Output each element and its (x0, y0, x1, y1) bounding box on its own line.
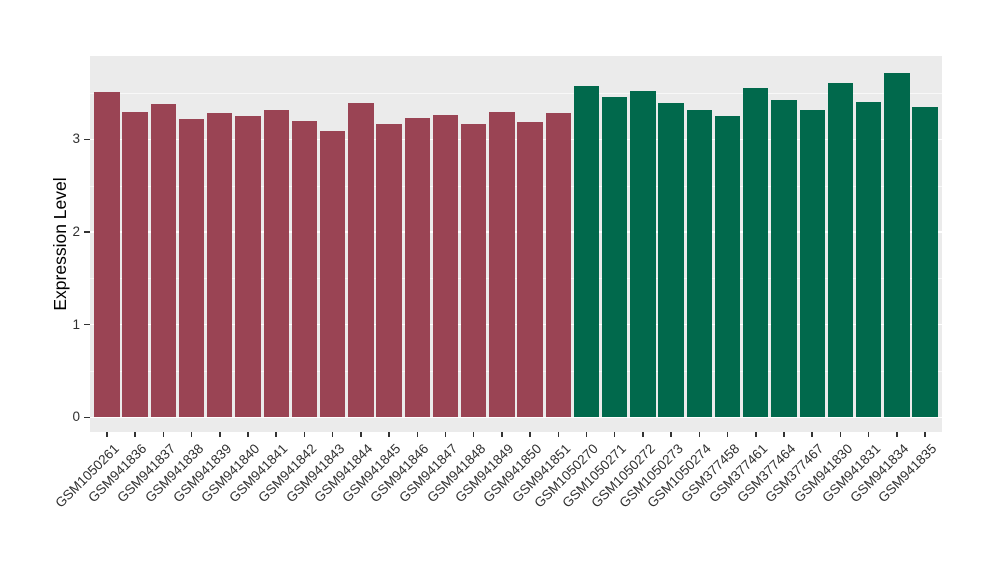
y-tick-label: 3 (72, 131, 80, 147)
x-tick-mark (444, 432, 447, 437)
bar (348, 103, 374, 418)
x-tick-mark (642, 432, 644, 437)
bar (686, 109, 713, 418)
y-tick-label: 0 (72, 409, 80, 425)
bar (573, 86, 600, 418)
y-tick-mark (84, 416, 90, 419)
x-tick-mark (388, 432, 390, 437)
x-tick-mark (529, 432, 531, 437)
x-tick-mark (726, 432, 729, 437)
x-tick-mark (811, 432, 813, 437)
bar (150, 104, 177, 418)
gridline-minor (90, 92, 942, 94)
bar (432, 115, 459, 418)
x-tick-mark (134, 432, 136, 437)
bar (235, 116, 261, 418)
bar (122, 112, 148, 418)
gridline-minor (90, 278, 942, 280)
y-tick-label: 1 (72, 316, 80, 332)
x-tick-mark (896, 432, 898, 437)
bar (489, 112, 515, 418)
x-tick-mark (162, 432, 165, 437)
x-tick-mark (670, 432, 672, 437)
x-tick-mark (303, 432, 306, 437)
y-tick-label: 2 (72, 224, 80, 239)
plot-panel (90, 56, 942, 432)
x-tick-mark (839, 432, 842, 437)
bar (460, 124, 487, 418)
x-tick-mark (613, 432, 616, 437)
bar (743, 88, 769, 418)
y-tick-mark (84, 138, 90, 141)
bar (545, 113, 571, 418)
x-tick-mark (472, 432, 475, 437)
gridline-major (90, 324, 942, 326)
bar (94, 92, 120, 418)
bar (376, 124, 402, 418)
x-tick-mark (416, 432, 418, 437)
bar (602, 96, 628, 418)
bar (714, 116, 741, 418)
x-tick-mark (501, 432, 503, 437)
x-tick-mark (867, 432, 870, 437)
bar (517, 121, 543, 418)
y-axis-title: Expression Level (50, 177, 70, 311)
x-tick-mark (106, 432, 108, 437)
x-tick-mark (557, 432, 560, 437)
bar (404, 117, 430, 418)
bar (263, 109, 289, 418)
bar (319, 130, 346, 418)
gridline-minor (90, 371, 942, 372)
x-tick-mark (275, 432, 277, 437)
gridline-major (90, 416, 942, 419)
bar (771, 100, 797, 418)
x-tick-mark (755, 432, 757, 437)
bar (884, 73, 910, 418)
x-tick-mark (331, 432, 334, 437)
gridline-major (90, 231, 942, 233)
bar (912, 106, 938, 418)
bar (855, 102, 882, 418)
x-tick-mark (247, 432, 249, 437)
bar (207, 113, 233, 418)
x-tick-mark (190, 432, 193, 437)
x-tick-mark (924, 432, 926, 437)
bar (658, 103, 684, 418)
bar (827, 82, 854, 418)
x-tick-mark (783, 432, 785, 437)
bar (799, 109, 825, 418)
bar (630, 91, 656, 418)
x-tick-mark (219, 432, 221, 437)
x-tick-mark (585, 432, 588, 437)
gridline-minor (90, 185, 942, 187)
y-tick-mark (84, 323, 90, 326)
gridline-major (90, 138, 942, 140)
bar (178, 118, 205, 418)
y-tick-mark (84, 231, 90, 233)
x-tick-mark (360, 432, 362, 437)
x-tick-mark (698, 432, 701, 437)
bar (291, 120, 318, 418)
